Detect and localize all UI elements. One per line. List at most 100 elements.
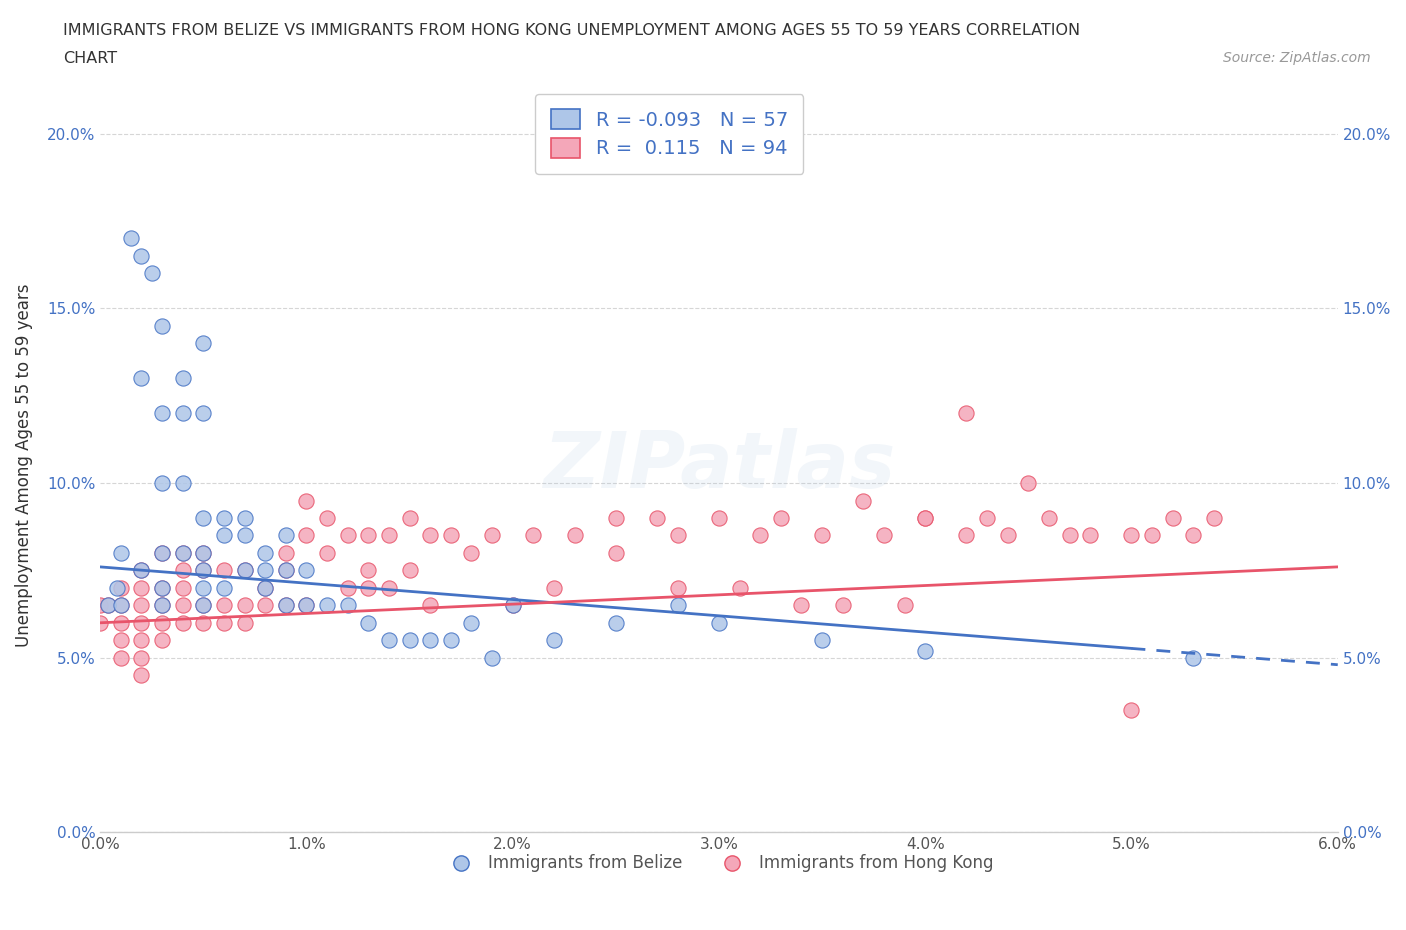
Point: [150, 616, 173, 631]
Point: [295, 598, 318, 613]
Point: [357, 563, 380, 578]
Point: [852, 493, 875, 508]
Point: [193, 598, 215, 613]
Point: [295, 493, 318, 508]
Point: [150, 546, 173, 561]
Point: [131, 616, 153, 631]
Point: [295, 528, 318, 543]
Point: [233, 616, 256, 631]
Point: [212, 598, 235, 613]
Point: [131, 598, 153, 613]
Point: [193, 336, 215, 351]
Point: [212, 580, 235, 595]
Point: [543, 632, 565, 647]
Point: [105, 580, 128, 595]
Point: [131, 580, 153, 595]
Point: [605, 546, 627, 561]
Point: [254, 563, 277, 578]
Point: [89, 598, 111, 613]
Point: [605, 511, 627, 525]
Point: [914, 511, 936, 525]
Point: [131, 563, 153, 578]
Point: [150, 546, 173, 561]
Point: [110, 616, 132, 631]
Point: [398, 563, 420, 578]
Point: [976, 511, 998, 525]
Point: [728, 580, 751, 595]
Point: [172, 616, 194, 631]
Point: [645, 511, 668, 525]
Point: [150, 632, 173, 647]
Point: [707, 616, 730, 631]
Point: [274, 563, 297, 578]
Point: [131, 668, 153, 683]
Point: [193, 546, 215, 561]
Point: [357, 580, 380, 595]
Point: [543, 580, 565, 595]
Point: [440, 632, 463, 647]
Point: [110, 580, 132, 595]
Point: [172, 546, 194, 561]
Point: [749, 528, 772, 543]
Point: [141, 266, 163, 281]
Point: [172, 546, 194, 561]
Point: [120, 231, 142, 246]
Text: CHART: CHART: [63, 51, 117, 66]
Point: [336, 528, 359, 543]
Point: [378, 580, 401, 595]
Point: [193, 546, 215, 561]
Point: [1161, 511, 1184, 525]
Point: [274, 563, 297, 578]
Point: [295, 598, 318, 613]
Point: [564, 528, 586, 543]
Point: [233, 598, 256, 613]
Point: [131, 632, 153, 647]
Point: [790, 598, 813, 613]
Point: [1078, 528, 1101, 543]
Y-axis label: Unemployment Among Ages 55 to 59 years: Unemployment Among Ages 55 to 59 years: [15, 284, 32, 647]
Point: [254, 546, 277, 561]
Point: [172, 371, 194, 386]
Point: [131, 650, 153, 665]
Point: [460, 616, 482, 631]
Point: [357, 528, 380, 543]
Point: [811, 528, 834, 543]
Point: [172, 580, 194, 595]
Point: [212, 563, 235, 578]
Point: [811, 632, 834, 647]
Point: [1182, 528, 1205, 543]
Point: [295, 563, 318, 578]
Point: [131, 563, 153, 578]
Point: [1202, 511, 1225, 525]
Point: [605, 616, 627, 631]
Point: [378, 632, 401, 647]
Point: [131, 248, 153, 263]
Point: [110, 650, 132, 665]
Point: [110, 632, 132, 647]
Point: [193, 580, 215, 595]
Point: [1059, 528, 1081, 543]
Point: [481, 650, 503, 665]
Point: [336, 580, 359, 595]
Text: IMMIGRANTS FROM BELIZE VS IMMIGRANTS FROM HONG KONG UNEMPLOYMENT AMONG AGES 55 T: IMMIGRANTS FROM BELIZE VS IMMIGRANTS FRO…: [63, 23, 1080, 38]
Point: [522, 528, 544, 543]
Point: [316, 511, 339, 525]
Point: [316, 546, 339, 561]
Point: [212, 528, 235, 543]
Point: [666, 598, 689, 613]
Point: [707, 511, 730, 525]
Point: [193, 511, 215, 525]
Point: [172, 475, 194, 490]
Point: [193, 616, 215, 631]
Point: [914, 511, 936, 525]
Point: [873, 528, 896, 543]
Point: [233, 563, 256, 578]
Point: [419, 528, 441, 543]
Point: [254, 580, 277, 595]
Point: [150, 580, 173, 595]
Point: [1182, 650, 1205, 665]
Point: [150, 475, 173, 490]
Point: [233, 511, 256, 525]
Point: [193, 563, 215, 578]
Point: [481, 528, 503, 543]
